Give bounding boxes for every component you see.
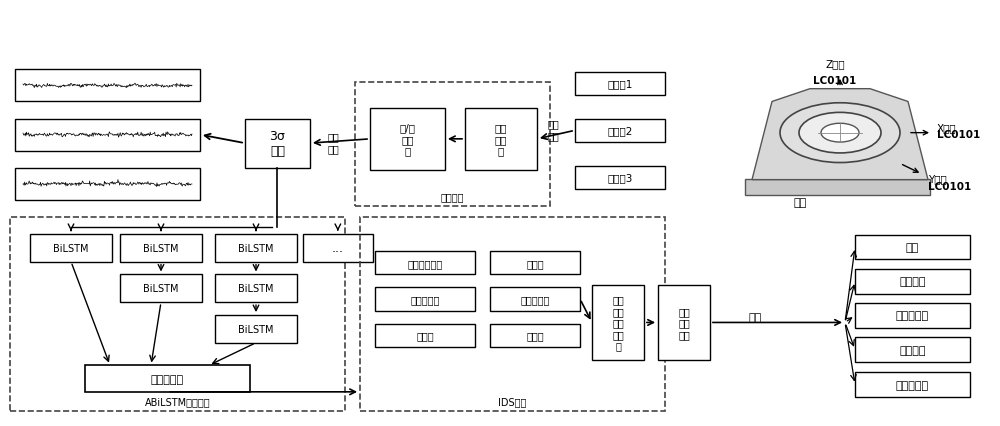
FancyBboxPatch shape xyxy=(370,109,445,170)
Text: Z方向: Z方向 xyxy=(825,60,845,69)
FancyBboxPatch shape xyxy=(120,275,202,302)
Text: LC0101: LC0101 xyxy=(813,75,857,85)
Text: 标准化: 标准化 xyxy=(526,331,544,340)
FancyBboxPatch shape xyxy=(855,269,970,294)
FancyBboxPatch shape xyxy=(375,251,475,275)
Text: 外圈故障: 外圈故障 xyxy=(899,345,926,355)
Text: 传感器加权: 传感器加权 xyxy=(520,294,550,304)
Text: 相似度度量: 相似度度量 xyxy=(410,294,440,304)
FancyBboxPatch shape xyxy=(575,166,665,190)
FancyBboxPatch shape xyxy=(375,288,475,311)
FancyBboxPatch shape xyxy=(15,119,200,151)
FancyBboxPatch shape xyxy=(490,324,580,347)
Text: 信号
放大
器: 信号 放大 器 xyxy=(495,123,507,156)
FancyBboxPatch shape xyxy=(855,337,970,362)
Text: 支持度: 支持度 xyxy=(416,331,434,340)
Text: 数字
信号: 数字 信号 xyxy=(327,132,339,153)
Text: 3σ
准则: 3σ 准则 xyxy=(270,130,285,158)
Text: 传感器2: 传感器2 xyxy=(607,126,633,136)
Text: 计算马氏距离: 计算马氏距离 xyxy=(407,258,443,268)
FancyBboxPatch shape xyxy=(745,180,930,196)
FancyBboxPatch shape xyxy=(215,275,297,302)
Text: BiLSTM: BiLSTM xyxy=(143,243,179,253)
Text: 传感器3: 传感器3 xyxy=(607,173,633,183)
Text: 内圈故障: 内圈故障 xyxy=(899,276,926,287)
FancyBboxPatch shape xyxy=(490,288,580,311)
FancyBboxPatch shape xyxy=(592,285,644,360)
Text: 模拟
信号: 模拟 信号 xyxy=(547,119,559,141)
Polygon shape xyxy=(752,89,928,180)
Text: 比较
冲突
因子
和阈
值: 比较 冲突 因子 和阈 值 xyxy=(612,294,624,351)
FancyBboxPatch shape xyxy=(215,315,297,343)
Text: 信号处理: 信号处理 xyxy=(441,192,464,201)
FancyBboxPatch shape xyxy=(15,70,200,102)
Text: LC0101: LC0101 xyxy=(928,181,971,192)
Text: 注意力模块: 注意力模块 xyxy=(151,374,184,384)
FancyBboxPatch shape xyxy=(575,119,665,143)
FancyBboxPatch shape xyxy=(85,366,250,392)
Text: 保持架故障: 保持架故障 xyxy=(896,380,929,390)
Text: 健康: 健康 xyxy=(906,242,919,253)
FancyBboxPatch shape xyxy=(658,285,710,360)
Text: 滚动体故障: 滚动体故障 xyxy=(896,311,929,321)
Text: 决策: 决策 xyxy=(748,312,762,322)
Text: 传感器1: 传感器1 xyxy=(607,79,633,89)
Text: ABiLSTM特征提取: ABiLSTM特征提取 xyxy=(145,396,210,406)
Text: BiLSTM: BiLSTM xyxy=(53,243,89,253)
Ellipse shape xyxy=(799,113,881,154)
FancyBboxPatch shape xyxy=(855,303,970,328)
FancyBboxPatch shape xyxy=(120,234,202,262)
FancyBboxPatch shape xyxy=(245,119,310,168)
FancyBboxPatch shape xyxy=(855,235,970,260)
FancyBboxPatch shape xyxy=(30,234,112,262)
FancyBboxPatch shape xyxy=(15,168,200,200)
Text: X方向: X方向 xyxy=(937,123,957,133)
FancyBboxPatch shape xyxy=(215,234,297,262)
Text: IDS融合: IDS融合 xyxy=(498,396,527,406)
Ellipse shape xyxy=(821,124,859,143)
Text: 选择
融合
规则: 选择 融合 规则 xyxy=(678,306,690,339)
Text: BiLSTM: BiLSTM xyxy=(238,243,274,253)
Text: 模/数
转换
器: 模/数 转换 器 xyxy=(400,123,416,156)
Ellipse shape xyxy=(780,104,900,163)
FancyBboxPatch shape xyxy=(465,109,537,170)
Text: BiLSTM: BiLSTM xyxy=(143,284,179,294)
Text: Y方向: Y方向 xyxy=(928,174,947,184)
Text: BiLSTM: BiLSTM xyxy=(238,284,274,294)
FancyBboxPatch shape xyxy=(303,234,373,262)
Text: BiLSTM: BiLSTM xyxy=(238,324,274,334)
Text: 信任度: 信任度 xyxy=(526,258,544,268)
FancyBboxPatch shape xyxy=(855,372,970,397)
FancyBboxPatch shape xyxy=(375,324,475,347)
FancyBboxPatch shape xyxy=(575,72,665,96)
Text: 轴承: 轴承 xyxy=(793,197,807,207)
Text: ...: ... xyxy=(332,242,344,255)
FancyBboxPatch shape xyxy=(490,251,580,275)
Text: LC0101: LC0101 xyxy=(937,130,980,140)
